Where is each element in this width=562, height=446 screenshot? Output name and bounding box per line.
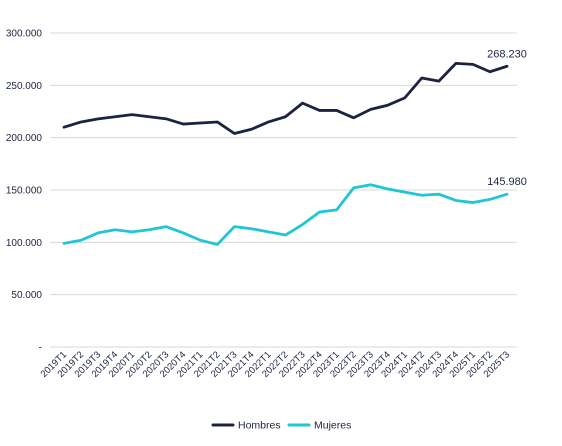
- gridlines: [50, 32, 517, 348]
- y-tick-label: 250.000: [6, 81, 43, 92]
- legend-label-mujeres: Mujeres: [314, 420, 351, 432]
- data-label-hombres: 268.230: [487, 48, 527, 60]
- y-tick-label: 150.000: [6, 186, 43, 197]
- series-line-mujeres: [62, 183, 509, 246]
- y-tick-label: 200.000: [6, 133, 43, 144]
- y-tick-label: 50.000: [11, 290, 42, 301]
- series-line-hombres: [62, 61, 509, 135]
- y-tick-label: 300.000: [6, 29, 43, 40]
- x-axis-ticks: 2019T12019T22019T32019T42020T12020T22020…: [39, 349, 513, 380]
- legend-label-hombres: Hombres: [238, 420, 281, 432]
- y-tick-label: -: [39, 343, 42, 354]
- series-lines: [62, 61, 509, 246]
- end-labels: 268.230 145.980: [487, 48, 527, 188]
- data-label-mujeres: 145.980: [487, 176, 527, 188]
- y-tick-label: 100.000: [6, 238, 43, 249]
- legend: Hombres Mujeres: [211, 420, 351, 432]
- y-axis-ticks: - 50.000 100.000 150.000 200.000 250.000 300.0…: [6, 29, 43, 354]
